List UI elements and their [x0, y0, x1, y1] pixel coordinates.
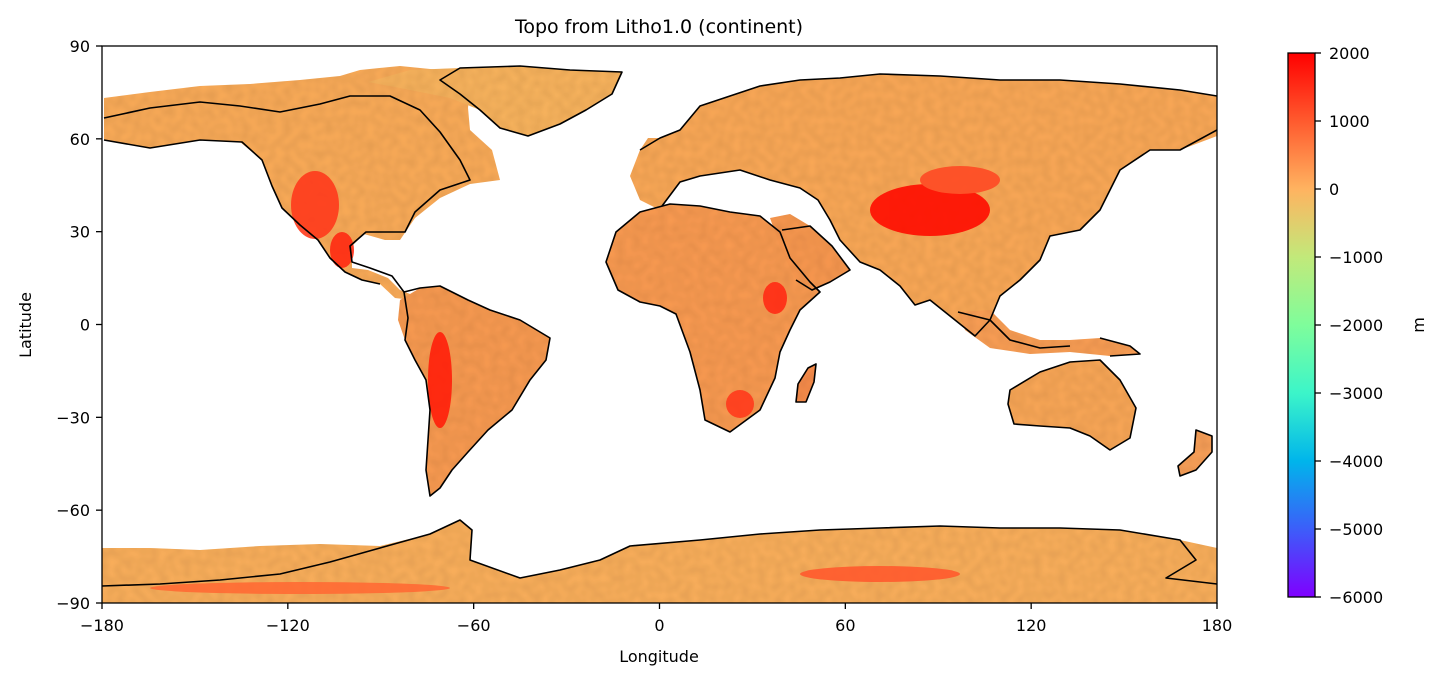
highland-mexico — [330, 232, 354, 268]
colorbar-ticks: 2000 1000 0 −1000 −2000 −3000 −4000 −5000 −6000 — [1315, 44, 1383, 607]
y-axis: 90 60 30 0 −30 −60 −90 — [56, 37, 102, 613]
coast-arabia — [781, 225, 851, 291]
coast-north-america — [103, 95, 471, 293]
plot-title: Topo from Litho1.0 (continent) — [514, 16, 803, 38]
highland-mongolia — [920, 166, 1000, 194]
highland-east-antarctica — [800, 566, 960, 582]
x-axis: −180 −120 −60 0 60 120 180 — [80, 603, 1232, 635]
highland-andes — [428, 332, 452, 428]
x-tick-label: 120 — [1016, 616, 1047, 635]
coast-antarctica — [102, 519, 1217, 587]
coast-south-america — [403, 285, 551, 497]
colorbar-tick-label: 2000 — [1329, 44, 1370, 63]
colorbar-tick-label: −5000 — [1329, 520, 1383, 539]
coast-madagascar — [795, 363, 817, 403]
colorbar: 200010000−1000−2000−3000−4000−5000−6000 … — [1287, 44, 1428, 607]
x-tick-label: 180 — [1202, 616, 1233, 635]
colorbar-tick-label: 1000 — [1329, 112, 1370, 131]
map-area — [102, 46, 1217, 603]
antarctica-land — [102, 520, 1217, 603]
colorbar-tick-label: 0 — [1329, 180, 1339, 199]
colorbar-tick-label: −1000 — [1329, 248, 1383, 267]
y-tick-label: 90 — [70, 37, 90, 56]
x-axis-label: Longitude — [619, 647, 699, 666]
colorbar-tick-label: −3000 — [1329, 384, 1383, 403]
highland-west-antarctica — [150, 582, 450, 594]
x-tick-label: −60 — [457, 616, 491, 635]
australia-land — [1008, 360, 1136, 450]
coast-greenland — [439, 65, 623, 137]
coast-new-zealand — [1177, 429, 1213, 477]
y-tick-label: 30 — [70, 223, 90, 242]
coast-indonesia — [957, 311, 1141, 357]
y-tick-label: −60 — [56, 501, 90, 520]
highland-rockies — [291, 171, 339, 239]
new-zealand-land — [1178, 430, 1212, 476]
colorbar-tick-label: −4000 — [1329, 452, 1383, 471]
coast-eurasia — [639, 73, 1217, 337]
colorbar-label: m — [1409, 317, 1428, 333]
y-tick-label: −90 — [56, 594, 90, 613]
y-tick-label: 0 — [80, 316, 90, 335]
x-tick-label: 0 — [654, 616, 664, 635]
highland-tibet — [870, 184, 990, 236]
coastlines — [102, 65, 1217, 587]
y-tick-label: −30 — [56, 408, 90, 427]
colorbar-tick-label: −6000 — [1329, 588, 1383, 607]
madagascar-land — [796, 364, 816, 402]
coast-australia — [1007, 359, 1137, 451]
colorbar-bar — [1287, 52, 1316, 598]
greenland-land — [368, 66, 622, 136]
highland-ethiopia — [763, 282, 787, 314]
arabia-land — [770, 214, 850, 290]
y-axis-label: Latitude — [16, 292, 35, 358]
indonesia-land — [958, 310, 1140, 356]
colorbar-tick-label: −2000 — [1329, 316, 1383, 335]
x-tick-label: 60 — [835, 616, 855, 635]
x-tick-label: −180 — [80, 616, 124, 635]
highland-overlays — [150, 166, 1000, 594]
highland-south-africa — [726, 390, 754, 418]
africa-land — [606, 204, 820, 432]
y-tick-label: 60 — [70, 130, 90, 149]
coast-africa — [605, 203, 821, 433]
x-tick-label: −120 — [266, 616, 310, 635]
